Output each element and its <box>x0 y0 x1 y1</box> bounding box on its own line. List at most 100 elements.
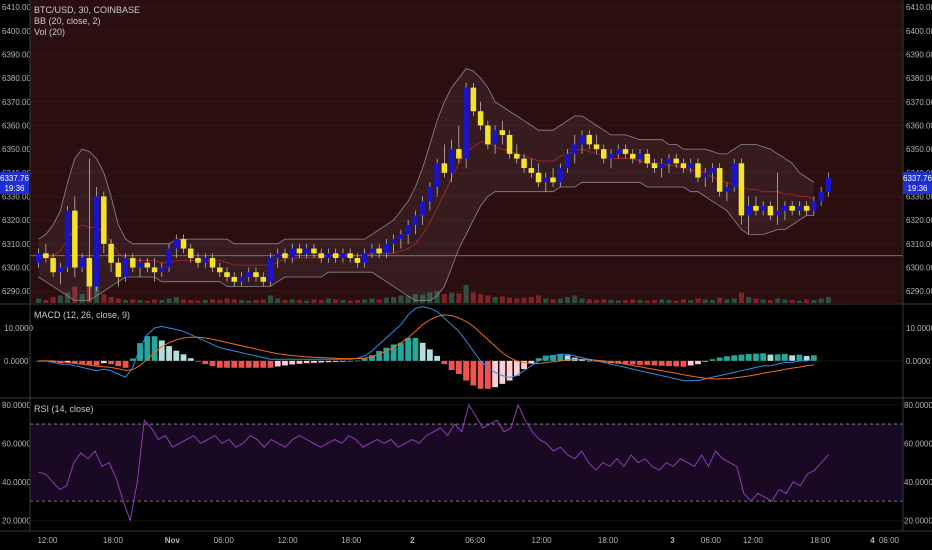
macd-histogram-bar <box>484 360 491 389</box>
time-axis[interactable]: 12:00 18:00 Nov 06:00 12:00 18:00 2 06:00 12:00 1… <box>37 536 899 545</box>
candle-body <box>202 258 209 263</box>
candle-body <box>506 134 513 154</box>
candle-body <box>528 168 535 173</box>
macd-histogram-bar <box>716 357 723 361</box>
time-tick-label: 12:00 <box>278 536 299 545</box>
macd-histogram-bar <box>434 355 441 361</box>
candle-body <box>818 191 824 202</box>
candle-body <box>180 239 187 249</box>
price-tick-label-right: 6410.00 <box>906 3 932 12</box>
price-tick-label-right: 6360.00 <box>906 121 932 130</box>
volume-bar <box>180 299 187 303</box>
price-tick-label-right: 6380.00 <box>906 74 932 83</box>
macd-histogram-bar <box>296 360 303 364</box>
macd-histogram-bar <box>731 355 738 361</box>
volume-bar <box>354 300 360 303</box>
volume-bar <box>738 292 744 303</box>
volume-bar <box>115 298 121 303</box>
macd-histogram-bar <box>745 353 752 361</box>
candle-body <box>463 87 469 159</box>
candle-body <box>354 258 361 263</box>
volume-bar <box>108 297 114 303</box>
candle-body <box>456 149 462 159</box>
volume-bar <box>673 300 679 303</box>
price-tick-label-left: 6400.00 <box>2 27 31 36</box>
macd-histogram-bar <box>173 350 180 361</box>
macd-histogram-bar <box>216 360 223 368</box>
price-legend-line: Vol (20) <box>34 27 65 37</box>
macd-histogram-bar <box>100 360 107 364</box>
candle-body <box>383 243 390 254</box>
volume-bar <box>260 299 266 303</box>
time-tick-label: 06:00 <box>701 536 722 545</box>
time-tick-label: 06:00 <box>879 536 900 545</box>
candle-body <box>332 253 339 259</box>
candle-body <box>79 258 85 268</box>
candle-body <box>825 177 832 192</box>
time-tick-label: 06:00 <box>465 536 486 545</box>
volume-bar <box>507 297 513 303</box>
rsi-line <box>38 403 829 523</box>
volume-bar <box>231 299 237 303</box>
macd-pane[interactable]: MACD (12, 26, close, 9)10.000010.00000.0… <box>4 305 932 397</box>
macd-histogram-bar <box>796 354 803 361</box>
macd-histogram-bar <box>158 340 165 361</box>
rsi-tick-label-right: 80.0000 <box>904 401 932 410</box>
macd-histogram-bar <box>448 360 455 371</box>
macd-histogram-bar <box>774 354 781 361</box>
macd-histogram-bar <box>151 336 158 361</box>
candle-body <box>572 144 578 154</box>
volume-bar <box>680 299 687 303</box>
candle-body <box>796 205 803 211</box>
candle-body <box>340 253 346 259</box>
candle-body <box>57 267 64 273</box>
macd-histogram-bar <box>224 360 230 368</box>
candle-body <box>325 253 332 259</box>
volume-bar <box>478 294 484 303</box>
volume-bar <box>50 297 56 303</box>
macd-histogram-bar <box>195 360 201 362</box>
price-tick-label-right: 6310.00 <box>906 240 932 249</box>
time-tick-label: 18:00 <box>103 536 124 545</box>
last-price-badge-right <box>903 172 932 195</box>
candle-body <box>637 153 643 159</box>
candle-body <box>195 258 201 263</box>
candle-body <box>550 177 556 183</box>
last-price-label-right: 6337.76 <box>903 174 932 183</box>
macd-histogram-bar <box>695 360 701 365</box>
last-price-badge-left <box>0 172 29 195</box>
macd-histogram-bar <box>253 360 259 368</box>
volume-bar <box>238 300 245 303</box>
candle-body <box>767 205 774 216</box>
macd-histogram-bar <box>564 355 571 361</box>
candle-body <box>245 272 252 277</box>
candle-body <box>441 163 448 173</box>
bollinger-upper-line <box>38 68 815 245</box>
macd-histogram-bar <box>702 360 709 362</box>
macd-histogram-bar <box>760 353 767 361</box>
macd-tick-label-left: 10.0000 <box>4 324 33 333</box>
macd-histogram-bar <box>282 360 288 366</box>
macd-histogram-bar <box>311 360 317 363</box>
time-tick-label: 4 <box>870 536 875 545</box>
candle-body <box>115 262 122 277</box>
volume-bar <box>543 298 549 303</box>
candle-body <box>745 205 752 216</box>
candle-body <box>296 248 303 254</box>
candle-body <box>586 134 593 145</box>
macd-histogram-bar <box>397 342 404 361</box>
macd-histogram-bar <box>789 355 796 361</box>
macd-histogram-bar <box>651 360 658 366</box>
candle-body <box>50 258 56 273</box>
candle-body <box>253 272 259 277</box>
candle-body <box>166 248 172 268</box>
macd-histogram-bar <box>724 356 730 361</box>
volume-bar <box>760 299 766 303</box>
volume-bar <box>731 298 737 303</box>
volume-bar <box>391 297 397 303</box>
volume-bar <box>152 299 158 303</box>
candle-body <box>159 267 165 273</box>
